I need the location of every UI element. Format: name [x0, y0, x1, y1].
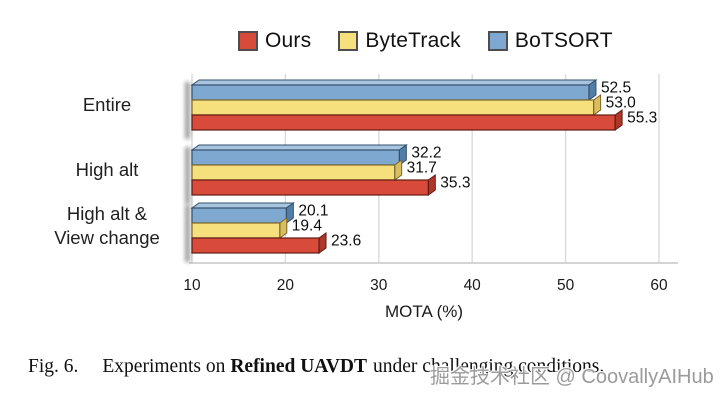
- bar-side-face-bytetrack-entire: [593, 94, 602, 116]
- legend-swatch-ours: [238, 30, 258, 51]
- bar-top-face-botsort-entire: [190, 79, 598, 86]
- bar-ours-entire: [191, 114, 616, 131]
- bar-group-shadow: [185, 205, 190, 262]
- bar-group-shadow: [185, 82, 190, 139]
- bar-bytetrack-high-alt-view-change: [191, 222, 281, 239]
- bar-top-face-botsort-high-alt: [190, 144, 408, 151]
- legend-label-bytetrack: ByteTrack: [365, 29, 461, 52]
- category-label-high-alt-view-change: High alt &: [67, 203, 148, 224]
- x-tick-label: 10: [183, 277, 201, 294]
- legend-label-botsort: BoTSORT: [514, 29, 613, 52]
- bar-ours-high-alt-view-change: [191, 237, 320, 254]
- legend-item-botsort: BoTSORT: [487, 29, 613, 52]
- bar-value-label-ours-high-alt: 35.3: [440, 175, 470, 192]
- bar-value-label-botsort-high-alt-view-change: 20.1: [298, 203, 328, 220]
- bar-botsort-high-alt-view-change: [191, 207, 287, 224]
- legend-label-ours: Ours: [265, 29, 312, 52]
- chart-legend: Ours ByteTrack BoTSORT: [238, 30, 613, 51]
- bar-botsort-entire: [191, 84, 590, 101]
- bar-top-face-botsort-high-alt-view-change: [190, 202, 295, 209]
- x-axis-title: MOTA (%): [385, 302, 463, 321]
- bar-bytetrack-high-alt: [191, 164, 396, 181]
- bar-botsort-high-alt: [191, 149, 400, 166]
- x-tick-label: 20: [277, 277, 295, 294]
- figure-caption: Fig. 6. Experiments on Refined UAVDT under …: [28, 356, 708, 378]
- legend-swatch-botsort: [487, 30, 508, 51]
- bar-value-label-ours-high-alt-view-change: 23.6: [331, 233, 361, 250]
- legend-item-bytetrack: ByteTrack: [338, 30, 461, 51]
- legend-swatch-bytetrack: [338, 30, 359, 51]
- x-tick-label: 60: [650, 277, 668, 294]
- x-tick-label: 40: [464, 277, 482, 294]
- bar-value-label-botsort-high-alt: 32.2: [411, 145, 441, 162]
- legend-item-ours: Ours: [238, 30, 311, 51]
- caption-text-before: Experiments on: [102, 356, 226, 377]
- bar-ours-high-alt: [191, 179, 429, 196]
- bar-chart: 10 20 30 40 50 60 MOTA (%) 52.553.055.3 Entire 32…: [54, 74, 678, 321]
- x-tick-label: 50: [557, 277, 575, 294]
- x-tick-label: 30: [370, 277, 388, 294]
- caption-text-after: under challenging conditions.: [373, 356, 605, 377]
- bar-value-label-ours-entire: 55.3: [627, 110, 657, 127]
- category-label-high-alt-view-change: View change: [54, 227, 160, 248]
- caption-fig-number: Fig. 6.: [28, 356, 79, 377]
- bar-value-label-bytetrack-high-alt: 31.7: [407, 160, 437, 177]
- bar-group-shadow: [185, 147, 190, 204]
- caption-bold-text: Refined UAVDT: [230, 356, 368, 377]
- category-label-entire: Entire: [83, 94, 131, 115]
- bar-value-label-bytetrack-high-alt-view-change: 19.4: [292, 218, 323, 235]
- watermark: 掘金技术社区 @ CoovallyAIHub: [430, 366, 714, 388]
- bar-side-face-ours-entire: [614, 109, 623, 131]
- bar-bytetrack-entire: [191, 99, 595, 116]
- bar-side-face-ours-high-alt: [427, 174, 436, 196]
- bar-value-label-botsort-entire: 52.5: [601, 80, 631, 97]
- bar-side-face-ours-high-alt-view-change: [318, 232, 327, 254]
- bar-value-label-bytetrack-entire: 53.0: [606, 95, 637, 112]
- category-label-high-alt: High alt: [76, 159, 139, 180]
